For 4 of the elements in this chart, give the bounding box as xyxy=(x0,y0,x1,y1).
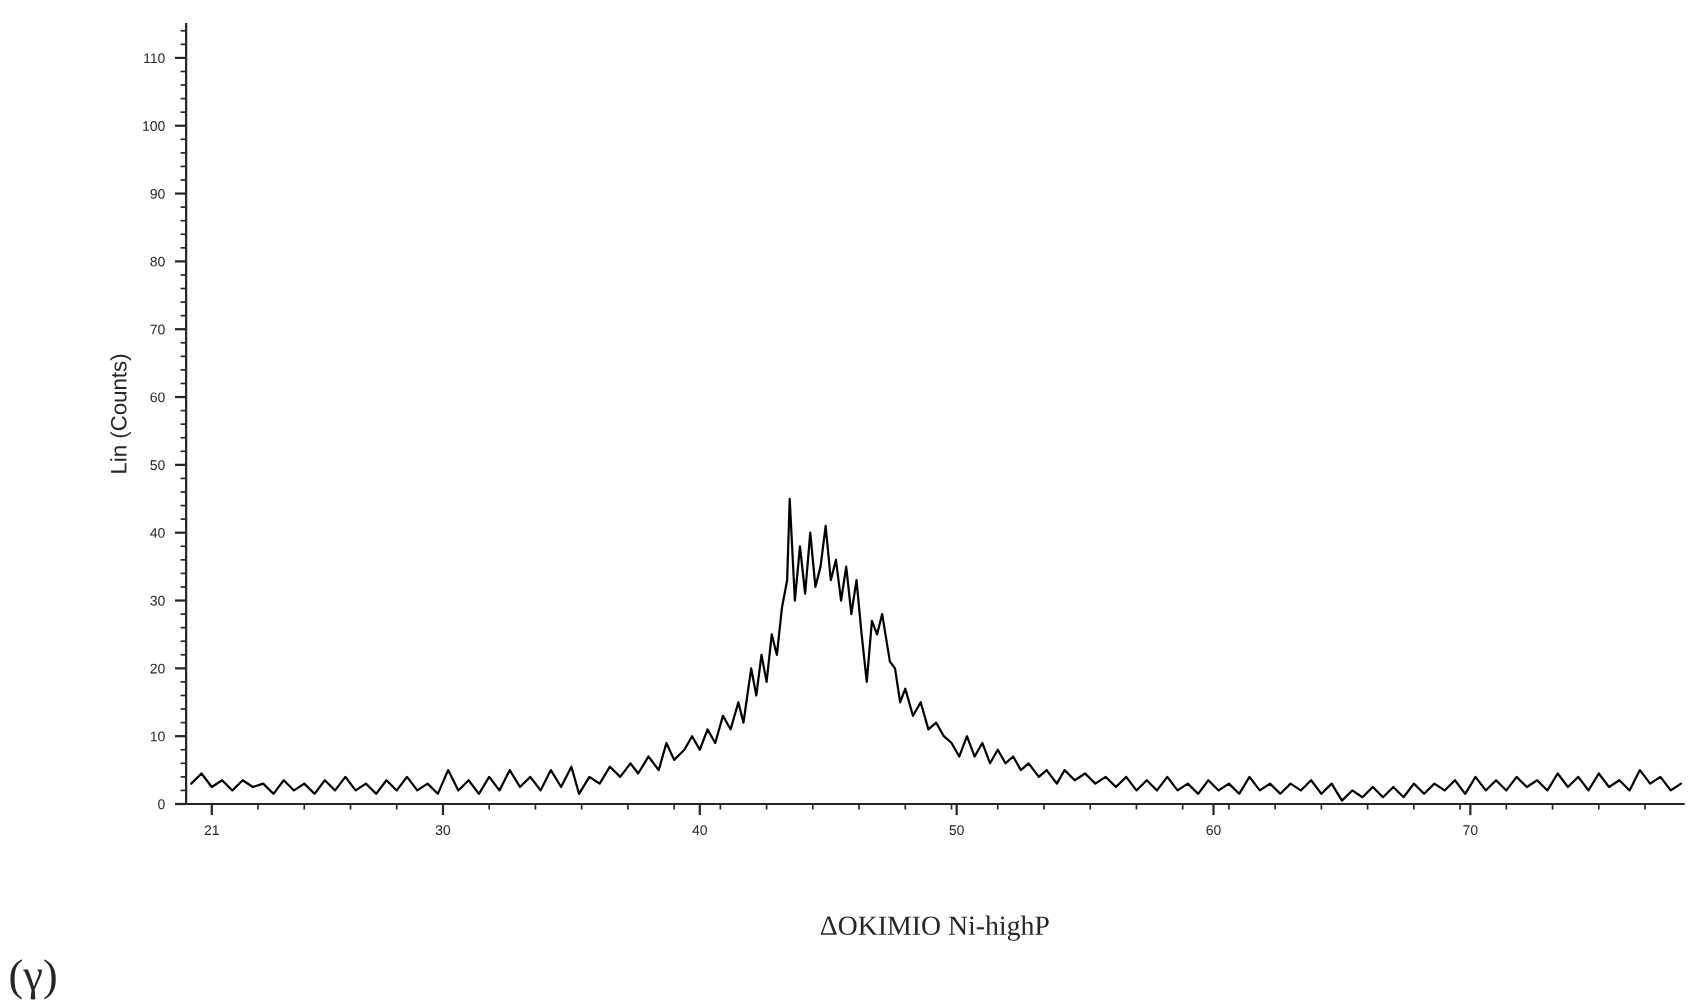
y-axis-title: Lin (Counts) xyxy=(110,354,131,473)
line-series xyxy=(190,497,1683,802)
text: (γ) xyxy=(10,959,56,1000)
x-axis-title: ΔOKIMIO Ni-highP xyxy=(820,915,1049,941)
